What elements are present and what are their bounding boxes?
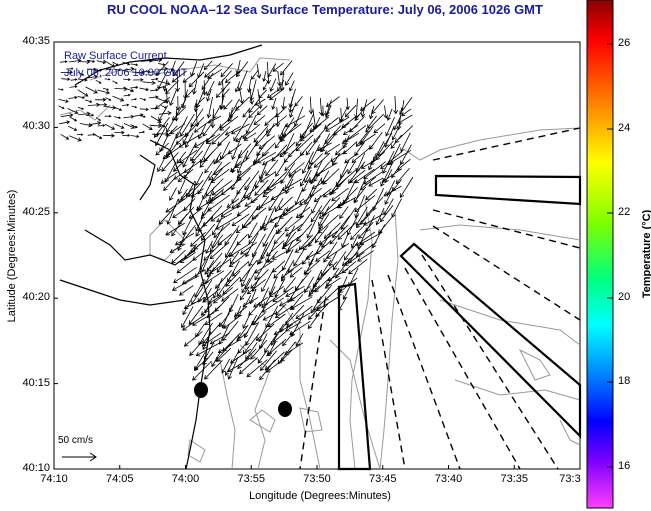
sst-map-figure: RU COOL NOAA–12 Sea Surface Temperature:… — [0, 0, 651, 511]
x-axis-title: Longitude (Degrees:Minutes) — [210, 490, 430, 502]
colorbar-tick-label: 20 — [618, 291, 630, 303]
y-tick-label: 40:30 — [10, 120, 50, 132]
x-tick-label: 74:00 — [166, 473, 206, 485]
buoy-marker — [194, 382, 208, 398]
buoy-marker — [278, 401, 292, 417]
overlay-timestamp: July 06, 2006 10:00 GMT — [64, 67, 188, 79]
x-tick-label: 73:3 — [550, 473, 590, 485]
x-tick-label: 74:10 — [34, 473, 74, 485]
x-tick-label: 73:35 — [494, 473, 534, 485]
colorbar-tick-label: 22 — [618, 206, 630, 218]
temperature-colorbar — [587, 0, 613, 508]
y-tick-label: 40:25 — [10, 206, 50, 218]
y-axis-title: Latitude (Degrees:Minutes) — [6, 176, 18, 336]
y-tick-label: 40:20 — [10, 291, 50, 303]
overlay-caption: Raw Surface Current — [64, 50, 167, 62]
x-tick-label: 74:05 — [100, 473, 140, 485]
x-tick-label: 73:45 — [363, 473, 403, 485]
scale-label: 50 cm/s — [58, 435, 93, 446]
x-tick-label: 73:55 — [231, 473, 271, 485]
colorbar-tick-label: 26 — [618, 37, 630, 49]
colorbar-tick-label: 16 — [618, 460, 630, 472]
colorbar-tick-label: 24 — [618, 122, 630, 134]
colorbar-title: Temperature (°C) — [641, 189, 651, 319]
x-tick-label: 73:50 — [297, 473, 337, 485]
y-tick-label: 40:15 — [10, 377, 50, 389]
y-tick-label: 40:35 — [10, 35, 50, 47]
colorbar-tick-label: 18 — [618, 375, 630, 387]
x-tick-label: 73:40 — [429, 473, 469, 485]
